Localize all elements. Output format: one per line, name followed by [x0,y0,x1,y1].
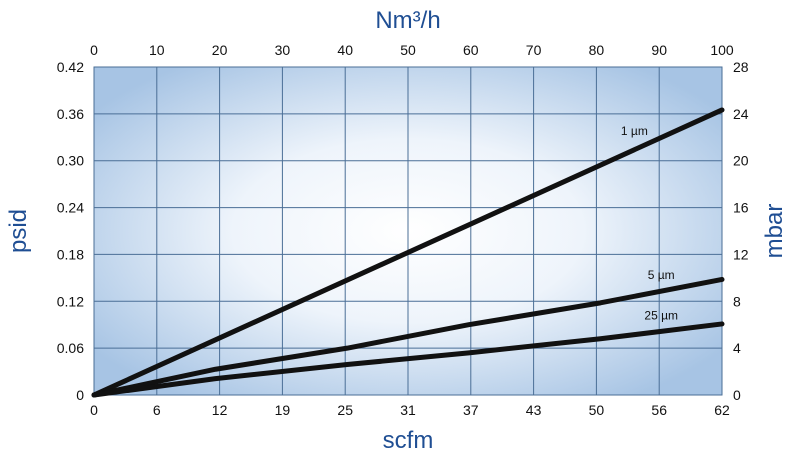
x-bottom-tick-label: 62 [714,402,730,418]
x-top-tick-label: 10 [149,42,165,58]
y-right-tick-label: 8 [733,293,741,309]
x-bottom-tick-label: 12 [212,402,228,418]
y-right-tick-label: 4 [733,340,741,356]
x-bottom-tick-label: 19 [275,402,291,418]
series-label-3: 25 µm [644,308,678,322]
y-left-tick-label: 0.30 [57,153,84,169]
x-top-axis-title: Nm³/h [375,7,440,34]
x-bottom-tick-label: 25 [337,402,353,418]
x-bottom-tick-label: 31 [400,402,416,418]
x-top-tick-label: 30 [275,42,291,58]
y-left-tick-label: 0.24 [57,200,84,216]
y-right-axis-title: mbar [761,204,788,259]
x-bottom-tick-label: 37 [463,402,479,418]
x-bottom-tick-label: 0 [90,402,98,418]
y-right-tick-label: 12 [733,246,749,262]
x-top-tick-label: 20 [212,42,228,58]
x-bottom-tick-label: 43 [526,402,542,418]
x-bottom-axis-title: scfm [383,427,434,454]
x-top-tick-label: 60 [463,42,479,58]
series-label-2: 5 µm [648,268,675,282]
x-top-tick-label: 50 [400,42,416,58]
series-line-2 [91,276,725,398]
y-right-tick-label: 28 [733,59,749,75]
x-bottom-tick-label: 56 [651,402,667,418]
x-top-tick-label: 70 [526,42,542,58]
series-line-3 [91,321,725,398]
y-right-tick-label: 0 [733,387,741,403]
y-left-axis-title: psid [5,209,32,253]
tick-labels: 0 6 12 19 25 31 37 43 50 56 620 10 20 30 40 50 60 70 80 90 1… [57,42,749,418]
y-left-tick-label: 0.42 [57,59,84,75]
series-layer: 1 µm 5 µm 25 µm [91,107,725,398]
x-top-tick-label: 0 [90,42,98,58]
x-bottom-tick-label: 50 [589,402,605,418]
x-top-tick-label: 80 [589,42,605,58]
y-left-tick-label: 0 [76,387,84,403]
y-left-tick-label: 0.06 [57,340,84,356]
y-left-tick-label: 0.18 [57,246,84,262]
x-bottom-tick-label: 6 [153,402,161,418]
y-right-tick-label: 20 [733,153,749,169]
x-top-tick-label: 100 [710,42,734,58]
x-top-tick-label: 40 [337,42,353,58]
y-right-tick-label: 24 [733,106,749,122]
x-top-tick-label: 90 [651,42,667,58]
y-left-tick-label: 0.36 [57,106,84,122]
series-line-1 [91,107,725,398]
y-left-tick-label: 0.12 [57,293,84,309]
y-right-tick-label: 16 [733,200,749,216]
series-label-1: 1 µm [621,124,648,138]
